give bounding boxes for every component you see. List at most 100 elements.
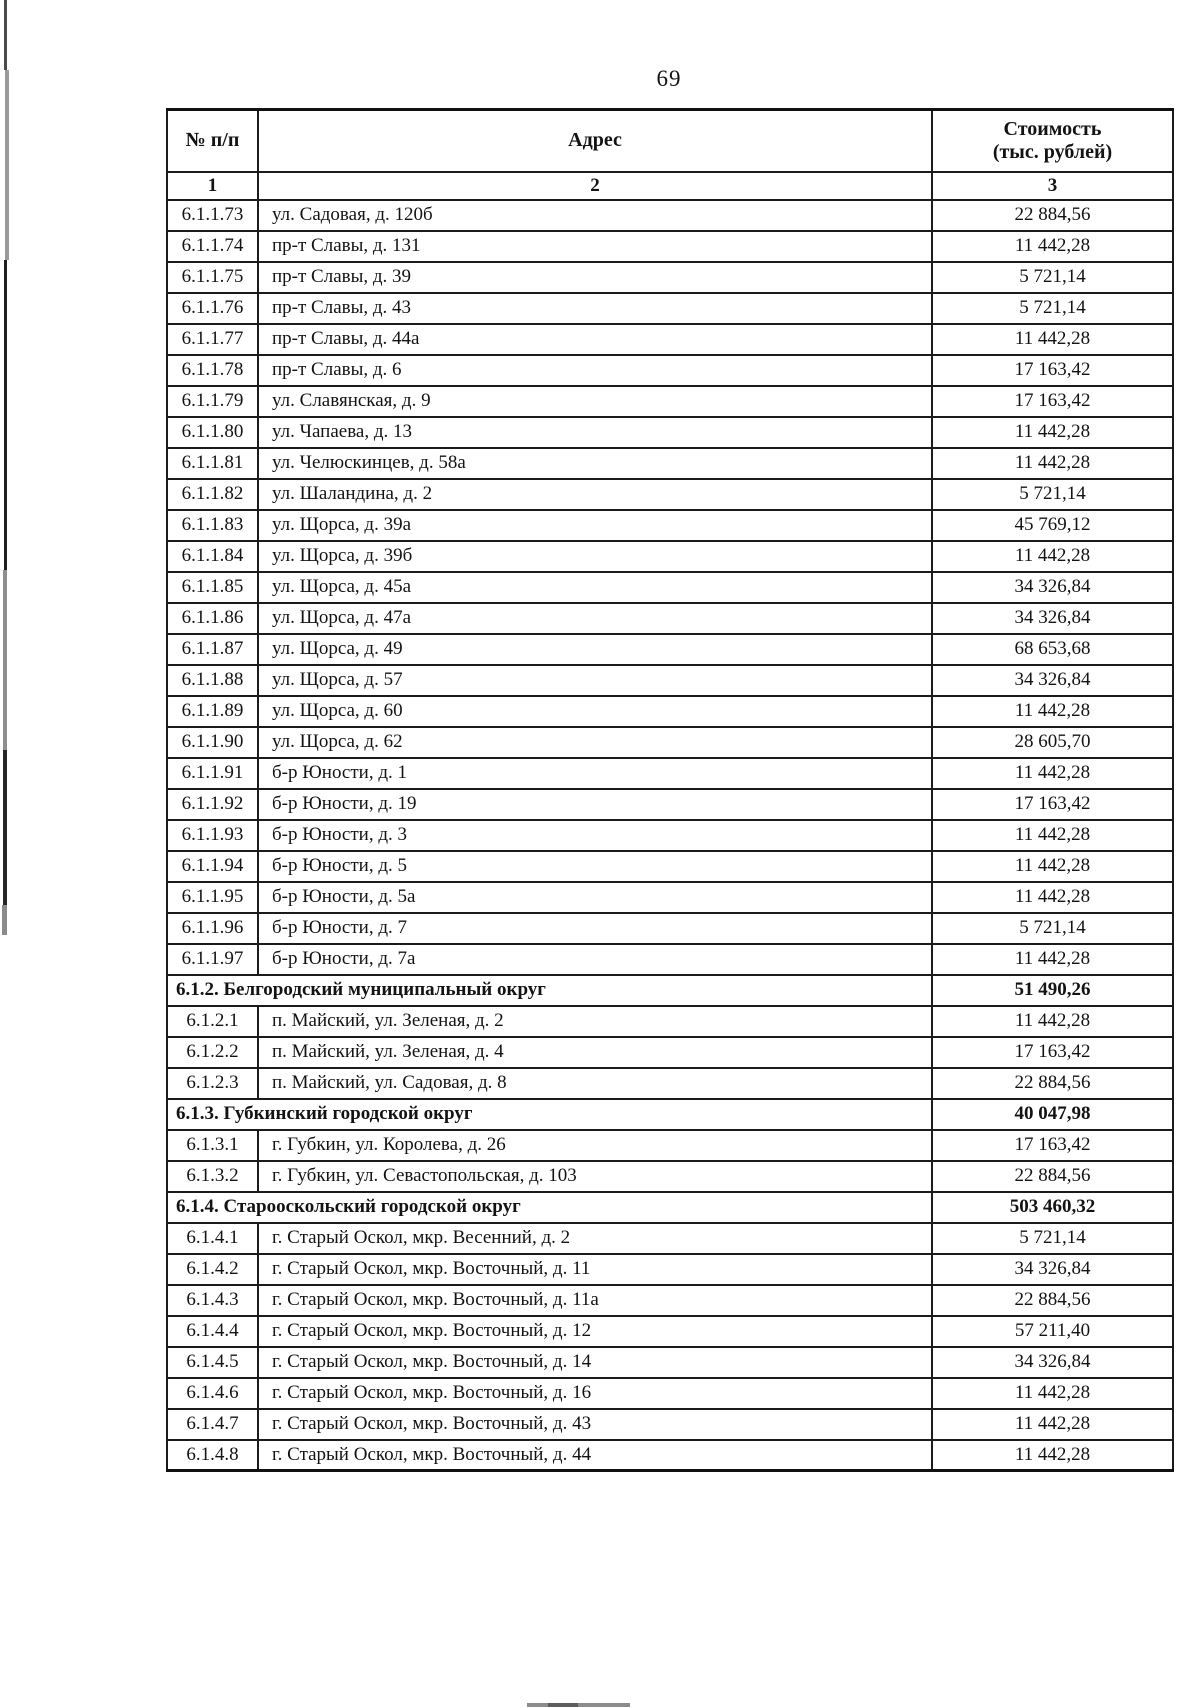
column-index-row: 1 2 3: [166, 170, 1174, 201]
cost-cell: 11 442,28: [931, 322, 1174, 356]
address-cell: ул. Щорса, д. 57: [257, 663, 933, 697]
row-number-cell: 6.1.1.85: [166, 570, 259, 604]
cost-cell: 34 326,84: [931, 663, 1174, 697]
table-body: 6.1.1.73 ул. Садовая, д. 120б 22 884,56 6.1…: [166, 198, 1174, 1472]
table-row: 6.1.1.85 ул. Щорса, д. 45а 34 326,84: [166, 570, 1174, 604]
row-number-cell: 6.1.1.94: [166, 849, 259, 883]
cost-cell: 5 721,14: [931, 477, 1174, 511]
cost-cell: 22 884,56: [931, 1159, 1174, 1193]
row-number-cell: 6.1.1.95: [166, 880, 259, 914]
table-row: 6.1.1.93 б-р Юности, д. 3 11 442,28: [166, 818, 1174, 852]
section-row: 6.1.3. Губкинский городской округ 40 047,…: [166, 1097, 1174, 1131]
row-number-cell: 6.1.4.6: [166, 1376, 259, 1410]
row-number-cell: 6.1.4.4: [166, 1314, 259, 1348]
table-row: 6.1.1.77 пр-т Славы, д. 44а 11 442,28: [166, 322, 1174, 356]
cost-cell: 17 163,42: [931, 384, 1174, 418]
address-cell: б-р Юности, д. 5: [257, 849, 933, 883]
table-row: 6.1.1.94 б-р Юности, д. 5 11 442,28: [166, 849, 1174, 883]
address-cell: ул. Чапаева, д. 13: [257, 415, 933, 449]
row-number-cell: 6.1.1.91: [166, 756, 259, 790]
cost-cell: 11 442,28: [931, 818, 1174, 852]
row-number-cell: 6.1.1.75: [166, 260, 259, 294]
address-cell: б-р Юности, д. 7: [257, 911, 933, 945]
row-number-cell: 6.1.1.89: [166, 694, 259, 728]
address-cell: пр-т Славы, д. 131: [257, 229, 933, 263]
section-label-cell: 6.1.2. Белгородский муниципальный округ: [166, 973, 933, 1007]
cost-cell: 5 721,14: [931, 911, 1174, 945]
header-row: № п/п Адрес Стоимость (тыс. рублей): [166, 108, 1174, 173]
column-index-1: 1: [166, 170, 259, 201]
table-row: 6.1.4.6 г. Старый Оскол, мкр. Восточный, …: [166, 1376, 1174, 1410]
address-cell: пр-т Славы, д. 43: [257, 291, 933, 325]
row-number-cell: 6.1.1.76: [166, 291, 259, 325]
cost-cell: 28 605,70: [931, 725, 1174, 759]
table-row: 6.1.2.3 п. Майский, ул. Садовая, д. 8 22 8…: [166, 1066, 1174, 1100]
header-cost-line1: Стоимость: [1003, 117, 1102, 140]
scan-bottom-mark: [527, 1703, 630, 1707]
section-cost-cell: 503 460,32: [931, 1190, 1174, 1224]
row-number-cell: 6.1.3.1: [166, 1128, 259, 1162]
cost-cell: 11 442,28: [931, 446, 1174, 480]
row-number-cell: 6.1.4.2: [166, 1252, 259, 1286]
cost-cell: 11 442,28: [931, 539, 1174, 573]
address-cell: пр-т Славы, д. 44а: [257, 322, 933, 356]
cost-cell: 17 163,42: [931, 353, 1174, 387]
table-row: 6.1.1.83 ул. Щорса, д. 39а 45 769,12: [166, 508, 1174, 542]
table-row: 6.1.1.90 ул. Щорса, д. 62 28 605,70: [166, 725, 1174, 759]
row-number-cell: 6.1.1.81: [166, 446, 259, 480]
section-cost-cell: 40 047,98: [931, 1097, 1174, 1131]
row-number-cell: 6.1.4.8: [166, 1438, 259, 1472]
address-cell: п. Майский, ул. Садовая, д. 8: [257, 1066, 933, 1100]
address-cell: г. Старый Оскол, мкр. Восточный, д. 16: [257, 1376, 933, 1410]
row-number-cell: 6.1.1.90: [166, 725, 259, 759]
table-row: 6.1.3.2 г. Губкин, ул. Севастопольская, д…: [166, 1159, 1174, 1193]
cost-cell: 5 721,14: [931, 1221, 1174, 1255]
row-number-cell: 6.1.4.7: [166, 1407, 259, 1441]
row-number-cell: 6.1.3.2: [166, 1159, 259, 1193]
scan-edge-artifact: [2, 905, 7, 935]
cost-cell: 22 884,56: [931, 1283, 1174, 1317]
row-number-cell: 6.1.1.92: [166, 787, 259, 821]
row-number-cell: 6.1.1.78: [166, 353, 259, 387]
cost-cell: 17 163,42: [931, 787, 1174, 821]
cost-cell: 11 442,28: [931, 1376, 1174, 1410]
row-number-cell: 6.1.1.84: [166, 539, 259, 573]
address-cell: пр-т Славы, д. 39: [257, 260, 933, 294]
row-number-cell: 6.1.1.74: [166, 229, 259, 263]
cost-cell: 45 769,12: [931, 508, 1174, 542]
address-cell: б-р Юности, д. 7а: [257, 942, 933, 976]
cost-cell: 5 721,14: [931, 260, 1174, 294]
address-cell: ул. Щорса, д. 60: [257, 694, 933, 728]
cost-cell: 57 211,40: [931, 1314, 1174, 1348]
row-number-cell: 6.1.1.87: [166, 632, 259, 666]
address-cell: г. Старый Оскол, мкр. Восточный, д. 12: [257, 1314, 933, 1348]
cost-cell: 11 442,28: [931, 880, 1174, 914]
row-number-cell: 6.1.2.1: [166, 1004, 259, 1038]
row-number-cell: 6.1.1.79: [166, 384, 259, 418]
row-number-cell: 6.1.1.77: [166, 322, 259, 356]
table-row: 6.1.1.75 пр-т Славы, д. 39 5 721,14: [166, 260, 1174, 294]
table-row: 6.1.1.81 ул. Челюскинцев, д. 58а 11 442,28: [166, 446, 1174, 480]
section-label-cell: 6.1.4. Старооскольский городской округ: [166, 1190, 933, 1224]
table-row: 6.1.1.86 ул. Щорса, д. 47а 34 326,84: [166, 601, 1174, 635]
cost-cell: 11 442,28: [931, 229, 1174, 263]
cost-cell: 11 442,28: [931, 694, 1174, 728]
table-row: 6.1.1.91 б-р Юности, д. 1 11 442,28: [166, 756, 1174, 790]
row-number-cell: 6.1.2.2: [166, 1035, 259, 1069]
row-number-cell: 6.1.1.96: [166, 911, 259, 945]
section-row: 6.1.2. Белгородский муниципальный округ 5…: [166, 973, 1174, 1007]
cost-cell: 34 326,84: [931, 570, 1174, 604]
table-row: 6.1.4.2 г. Старый Оскол, мкр. Восточный, …: [166, 1252, 1174, 1286]
table-row: 6.1.1.80 ул. Чапаева, д. 13 11 442,28: [166, 415, 1174, 449]
table-row: 6.1.1.95 б-р Юности, д. 5а 11 442,28: [166, 880, 1174, 914]
cost-cell: 11 442,28: [931, 942, 1174, 976]
row-number-cell: 6.1.1.88: [166, 663, 259, 697]
row-number-cell: 6.1.4.5: [166, 1345, 259, 1379]
table-row: 6.1.1.92 б-р Юности, д. 19 17 163,42: [166, 787, 1174, 821]
table-row: 6.1.1.79 ул. Славянская, д. 9 17 163,42: [166, 384, 1174, 418]
cost-cell: 11 442,28: [931, 1438, 1174, 1472]
row-number-cell: 6.1.2.3: [166, 1066, 259, 1100]
